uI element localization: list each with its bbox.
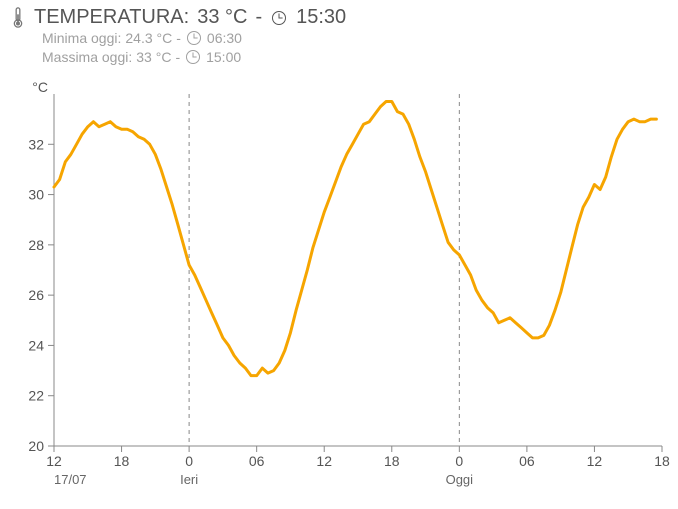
clock-icon	[186, 50, 200, 64]
x-tick-label: 0	[185, 453, 193, 469]
x-sub-label: Oggi	[446, 472, 474, 487]
y-tick-label: 26	[28, 287, 44, 303]
x-tick-label: 06	[519, 453, 535, 469]
min-row: Minima oggi: 24.3 °C - 06:30	[42, 29, 668, 48]
x-sub-label: Ieri	[180, 472, 198, 487]
x-tick-label: 06	[249, 453, 265, 469]
y-tick-label: 24	[28, 337, 44, 353]
y-tick-label: 20	[28, 438, 44, 454]
max-value: 33 °C	[136, 48, 171, 67]
clock-icon	[272, 11, 286, 25]
x-tick-label: 12	[46, 453, 62, 469]
y-tick-label: 28	[28, 237, 44, 253]
y-tick-label: 30	[28, 187, 44, 203]
x-tick-label: 0	[455, 453, 463, 469]
min-time: 06:30	[207, 29, 242, 48]
x-tick-label: 12	[316, 453, 332, 469]
x-tick-label: 12	[587, 453, 603, 469]
unit-label: °C	[32, 79, 48, 95]
y-tick-label: 22	[28, 388, 44, 404]
max-row: Massima oggi: 33 °C - 15:00	[42, 48, 668, 67]
temperature-chart: 20 22 24 26 28 30 32 °C 12 17/07 18 0 Ieri 06 12 18 0 Ogg…	[0, 78, 678, 509]
min-value: 24.3 °C	[125, 29, 172, 48]
clock-icon	[187, 31, 201, 45]
current-time: 15:30	[296, 6, 346, 29]
temperature-series	[54, 102, 656, 376]
temperature-widget: TEMPERATURA: 33 °C - 15:30 Minima oggi: …	[0, 0, 678, 509]
x-sub-label: 17/07	[54, 472, 87, 487]
title-label: TEMPERATURA:	[34, 6, 189, 29]
chart-area: 20 22 24 26 28 30 32 °C 12 17/07 18 0 Ieri 06 12 18 0 Ogg…	[0, 78, 678, 509]
separator: -	[255, 6, 262, 29]
separator: -	[175, 48, 180, 67]
x-tick-label: 18	[384, 453, 400, 469]
thermometer-icon	[10, 7, 26, 29]
min-label: Minima oggi:	[42, 29, 121, 48]
x-tick-label: 18	[114, 453, 130, 469]
separator: -	[176, 29, 181, 48]
max-label: Massima oggi:	[42, 48, 132, 67]
current-value: 33 °C	[197, 6, 247, 29]
y-tick-label: 32	[28, 136, 44, 152]
title-row: TEMPERATURA: 33 °C - 15:30	[10, 6, 668, 29]
x-tick-label: 18	[654, 453, 670, 469]
header: TEMPERATURA: 33 °C - 15:30 Minima oggi: …	[0, 0, 678, 71]
max-time: 15:00	[206, 48, 241, 67]
